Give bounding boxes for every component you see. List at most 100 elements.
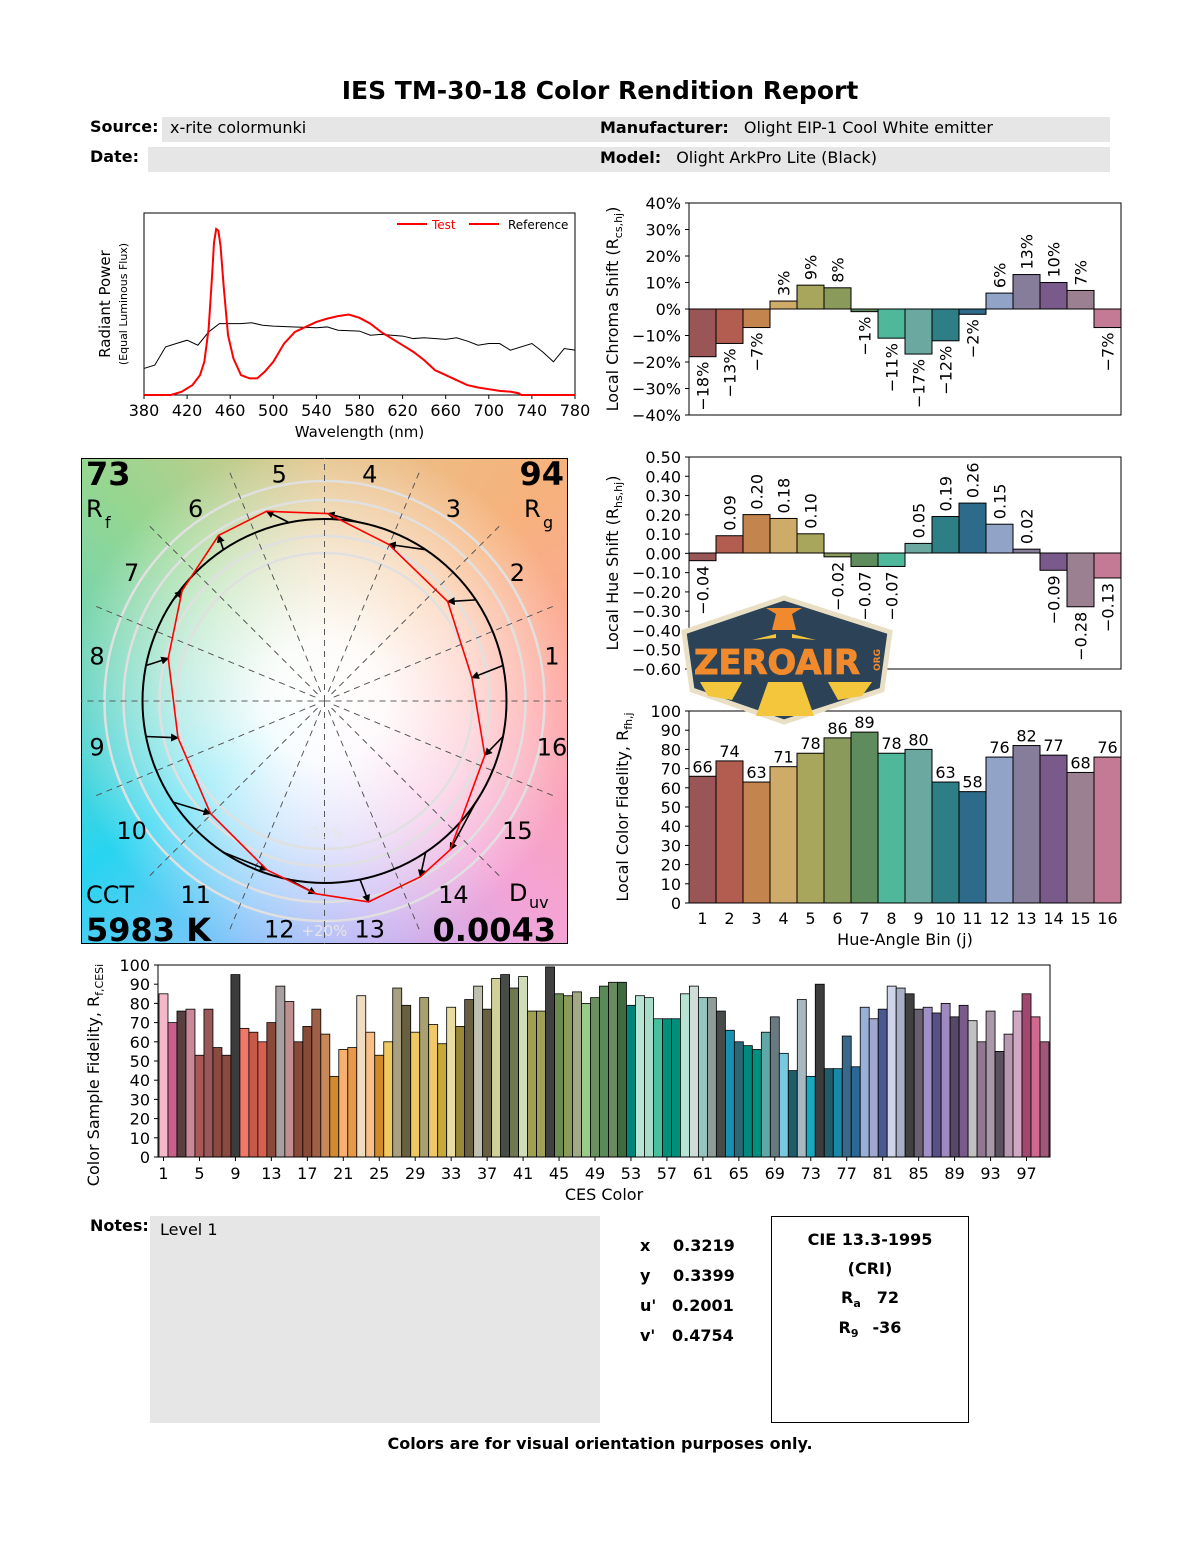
bar-value-label: 0.09 [721,495,740,531]
ces-bar-99 [1039,1041,1050,1158]
bar-bin-1 [688,308,717,358]
x-tick-label: 25 [369,1164,389,1183]
ces-bar-92 [976,1041,987,1158]
bar-bin-3 [742,308,771,329]
bin-label-6: 6 [188,495,203,523]
zeroair-watermark-logo: ZEROAIR ORG [681,595,893,725]
bin-divider-line [327,469,421,692]
x-value: 0.3219 [673,1236,735,1255]
y-axis-label: Radiant Power [96,249,114,358]
ces-bar-16 [293,1041,304,1158]
y-tick-label: 20% [645,247,681,266]
ces-bar-89 [949,1016,960,1158]
bin-divider-line [93,704,316,798]
x-tick-label: 17 [297,1164,317,1183]
shift-arrow-bin-15 [449,801,477,851]
x-tick-label: 73 [801,1164,821,1183]
bar-value-label: 77 [1043,736,1063,755]
x-axis-label: Hue-Angle Bin (j) [837,930,973,949]
bin-label-15: 15 [502,817,533,845]
bin-label-1: 1 [544,643,559,671]
bar-value-label: 86 [827,719,847,738]
shift-arrow-bin-4 [326,511,361,524]
ces-bar-62 [706,997,717,1158]
bar-value-label: −0.09 [1045,575,1064,624]
ces-bar-40 [509,987,519,1158]
x-tick-label: 420 [172,401,203,420]
manufacturer-field[interactable]: Manufacturer: Olight EIP-1 Cool White em… [600,117,1110,142]
bin-divider-line [331,523,502,695]
ces-bar-66 [742,1045,753,1158]
x-tick-label: 41 [513,1164,533,1183]
rg-subscript: g [543,513,553,532]
bin-divider-line [147,523,318,695]
bar-value-label: 0.20 [748,474,767,510]
ces-bar-94 [994,1051,1005,1158]
ces-bar-47 [572,991,582,1158]
ces-bar-54 [635,995,645,1158]
bar-bin-9 [904,308,933,355]
bar-bin-6 [823,737,852,904]
ces-bar-75 [823,1068,834,1158]
bar-bin-7 [850,552,879,567]
ces-bar-61 [697,997,708,1158]
bin-divider-line [327,710,421,933]
x-tick-label: 15 [1070,909,1090,928]
logo-suffix: ORG [873,649,883,671]
bar-value-label: −7% [748,333,767,372]
bar-bin-15 [1066,289,1095,310]
shift-arrow-bin-3 [387,541,426,551]
bar-bin-3 [742,514,771,554]
ra-value: 72 [876,1288,900,1307]
hue-shift-chart: −0.04 0.09 0.20 0.18 0.10 −0.02 −0.07 −0.07 0.05… [603,448,1122,679]
y-tick-label: 80 [661,740,681,759]
minus-20-label: -20% [305,824,344,842]
x-tick-label: 4 [778,909,788,928]
x-tick-label: 93 [980,1164,1000,1183]
ces-bar-44 [545,966,555,1158]
ces-bar-93 [985,1010,996,1158]
x-tick-label: 65 [729,1164,749,1183]
y-tick-label: 80 [130,994,150,1013]
rf-label: R [86,495,103,523]
bar-value-label: −1% [856,317,875,356]
y-axis-label-text: Local Chroma Shift (R [603,238,622,411]
y-tick-label: 40% [645,194,681,213]
manufacturer-value: Olight EIP-1 Cool White emitter [743,118,993,137]
bar-value-label: 0.18 [775,478,794,514]
x-tick-label: 16 [1097,909,1117,928]
bar-value-label: 6% [991,263,1010,288]
date-field[interactable] [148,147,600,172]
ces-bar-31 [428,1024,439,1158]
notes-field[interactable]: Level 1 [150,1216,600,1423]
logo-emblem-icon [766,608,802,630]
bar-bin-2 [715,760,744,904]
ces-bar-48 [581,1003,591,1158]
x-tick-label: 380 [129,401,160,420]
plot-frame [688,456,1122,670]
ces-bar-27 [392,987,403,1158]
bar-value-label: 0.02 [1018,509,1037,545]
bar-value-label: 58 [962,773,982,792]
y-tick-label: 30 [661,836,681,855]
bin-divider-line [333,704,556,798]
ces-bar-81 [877,1008,888,1158]
shift-arrow-bin-1 [470,664,504,679]
y-tick-label: −0.40 [632,621,681,640]
y-tick-label: −10% [632,327,681,346]
source-field[interactable]: x-rite colormunki [162,117,600,142]
shift-arrow-bin-6 [217,534,225,550]
x-tick-label: 3 [751,909,761,928]
shift-arrow-bin-16 [484,735,504,756]
bin-label-4: 4 [362,460,377,488]
ces-bar-9 [230,974,241,1158]
y-tick-label: 100 [650,702,681,721]
x-tick-label: 97 [1016,1164,1036,1183]
chroma-shift-chart: −18% −13% −7% 3% 9% 8% −1% −11% −17% −12% −2% 6% 13%… [603,194,1122,425]
x-axis-label: CES Color [565,1185,644,1204]
model-field[interactable]: Model: Olight ArkPro Lite (Black) [600,147,1110,172]
bin-divider-line [147,707,318,879]
shift-arrow-bin-2 [446,597,476,606]
